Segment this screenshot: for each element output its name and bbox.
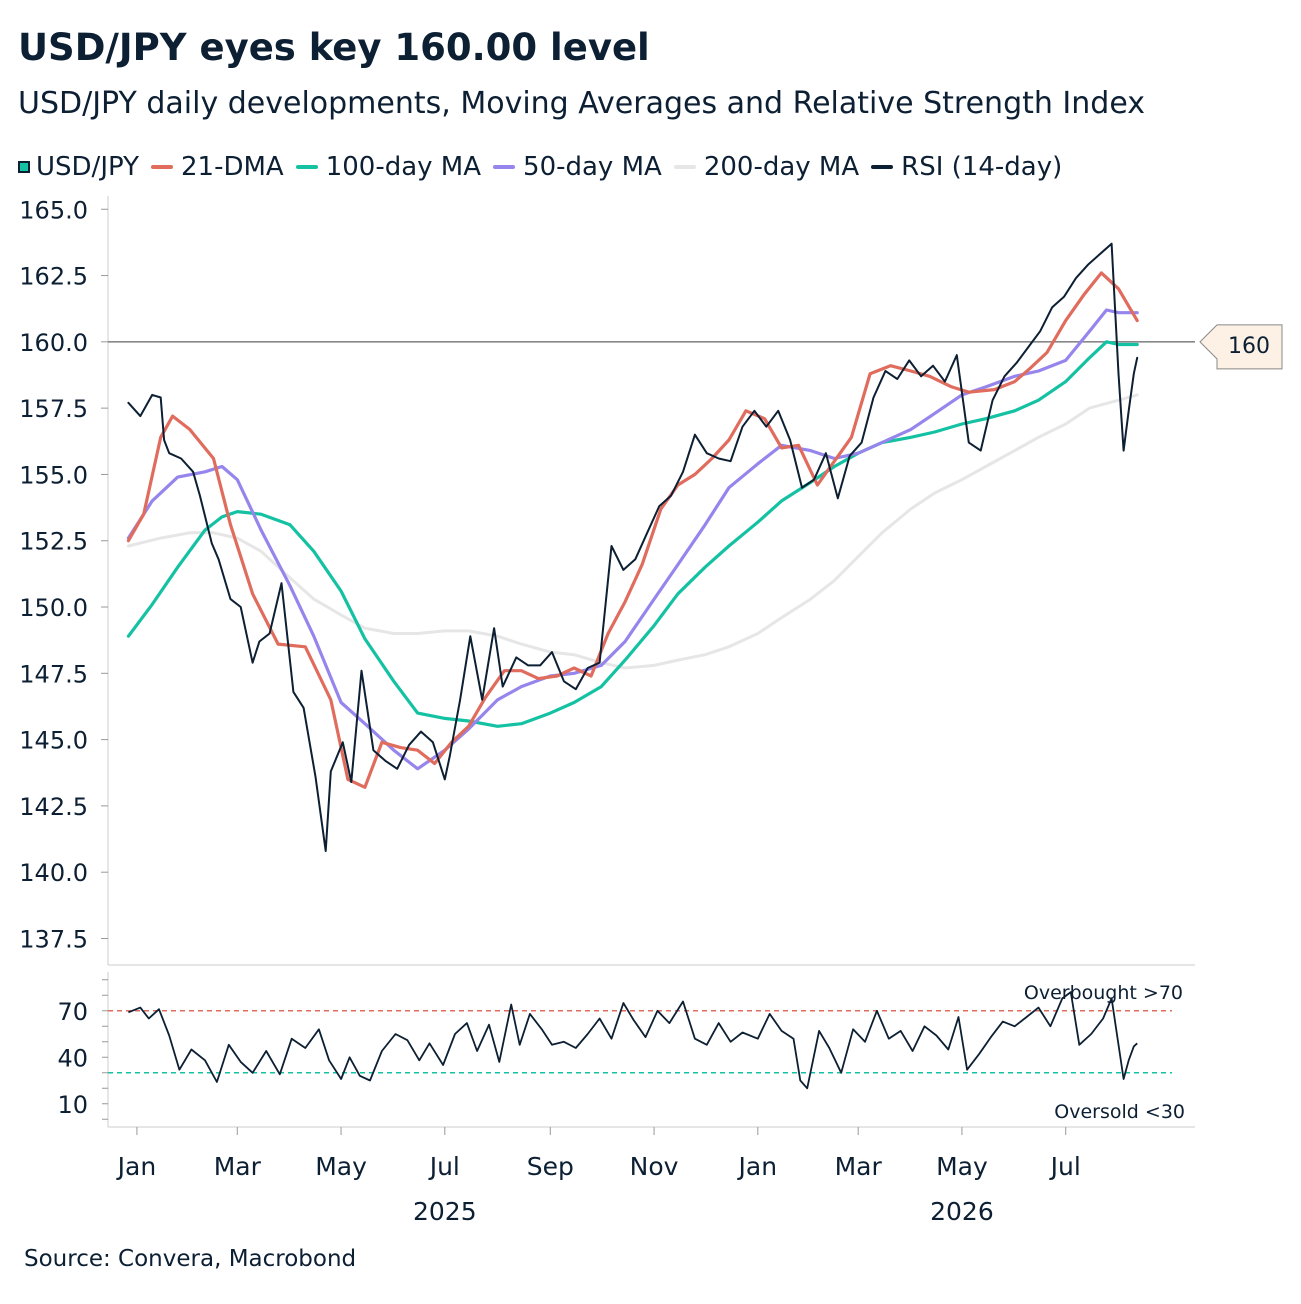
x-tick-label: Jul (1049, 1152, 1081, 1181)
rsi-y-tick-label: 70 (57, 998, 88, 1026)
legend-swatch-50dma (493, 165, 516, 169)
legend-label-200dma: 200-day MA (703, 152, 860, 182)
price-y-tick-label: 155.0 (19, 461, 88, 489)
series-line-21-dma (126, 271, 1139, 789)
legend-label-50dma: 50-day MA (523, 152, 662, 182)
x-tick-label: Jan (737, 1152, 778, 1181)
rsi-y-tick-label: 10 (57, 1091, 88, 1119)
series-line-usd-jpy (127, 242, 1139, 852)
source-note: Source: Convera, Macrobond (24, 1246, 357, 1272)
price-y-tick-label: 142.5 (19, 793, 88, 821)
legend-swatch-200dma (673, 165, 696, 169)
series-line-200-day-ma (126, 393, 1139, 670)
chart-title: USD/JPY eyes key 160.00 level (18, 26, 650, 69)
price-y-tick-label: 160.0 (19, 329, 88, 357)
series-line-50-day-ma (126, 308, 1139, 771)
price-y-tick-label: 152.5 (19, 528, 88, 556)
price-y-tick-label: 145.0 (19, 727, 88, 755)
price-y-tick-label: 150.0 (19, 594, 88, 622)
reference-callout-label: 160 (1228, 334, 1270, 359)
legend-item-usdjpy: USD/JPY (18, 152, 139, 182)
x-tick-label: Jul (428, 1152, 460, 1181)
rsi-y-tick-label: 40 (57, 1044, 88, 1072)
x-year-label: 2025 (413, 1197, 477, 1226)
x-tick-label: May (315, 1152, 367, 1181)
legend-item-100dma: 100-day MA (295, 152, 482, 182)
legend-swatch-usdjpy (18, 161, 30, 173)
price-y-tick-label: 147.5 (19, 660, 88, 688)
price-y-tick-label: 157.5 (19, 395, 88, 423)
legend-swatch-rsi (871, 165, 894, 169)
rsi-oversold-label: Oversold <30 (1054, 1101, 1185, 1123)
price-y-tick-label: 140.0 (19, 859, 88, 887)
x-tick-label: Jan (116, 1152, 157, 1181)
series-line-rsi (128, 991, 1138, 1090)
legend-label-rsi: RSI (14-day) (901, 152, 1063, 182)
legend-label-usdjpy: USD/JPY (36, 152, 139, 182)
legend-item-rsi: RSI (14-day) (871, 152, 1062, 182)
x-tick-label: May (936, 1152, 988, 1181)
legend-label-100dma: 100-day MA (325, 152, 482, 182)
legend-item-50dma: 50-day MA (493, 152, 662, 182)
rsi-overbought-label: Overbought >70 (1024, 982, 1183, 1004)
legend-label-21dma: 21-DMA (180, 152, 284, 182)
legend-item-21dma: 21-DMA (150, 152, 284, 182)
x-tick-label: Mar (835, 1152, 883, 1181)
legend-item-200dma: 200-day MA (673, 152, 860, 182)
price-y-tick-label: 162.5 (19, 263, 88, 291)
x-tick-label: Mar (214, 1152, 262, 1181)
price-y-tick-label: 165.0 (19, 196, 88, 224)
x-year-label: 2026 (930, 1197, 994, 1226)
price-y-tick-label: 137.5 (19, 925, 88, 953)
x-tick-label: Sep (527, 1152, 574, 1181)
reference-callout-box (1199, 324, 1283, 370)
x-tick-label: Nov (630, 1152, 679, 1181)
legend-swatch-21dma (150, 165, 173, 169)
series-line-100-day-ma (126, 340, 1139, 728)
chart-subtitle: USD/JPY daily developments, Moving Avera… (18, 86, 1146, 121)
chart-legend: USD/JPY 21-DMA 100-day MA 50-day MA 200-… (18, 150, 1074, 184)
legend-swatch-100dma (295, 165, 318, 169)
